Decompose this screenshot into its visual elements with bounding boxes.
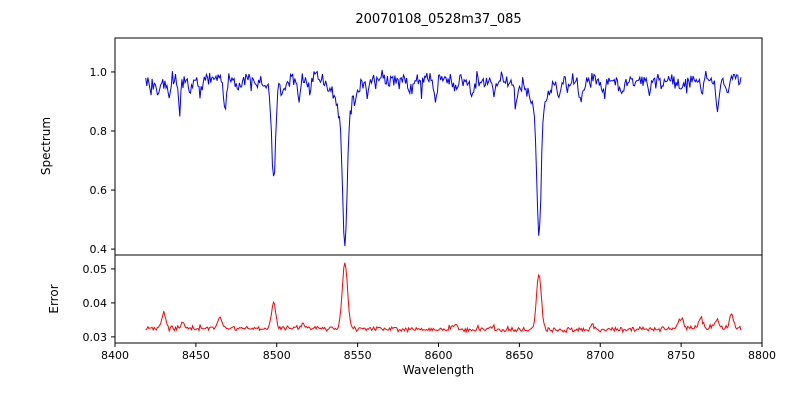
y-tick-label-error: 0.03 [83, 331, 108, 344]
x-tick-label: 8650 [505, 349, 533, 362]
y-tick-label-spectrum: 0.6 [90, 184, 108, 197]
x-axis-label: Wavelength [402, 363, 475, 377]
x-tick-label: 8600 [425, 349, 453, 362]
x-tick-label: 8400 [101, 349, 129, 362]
x-tick-label: 8450 [182, 349, 210, 362]
y-tick-label-error: 0.04 [83, 297, 108, 310]
y-tick-label-spectrum: 1.0 [90, 66, 108, 79]
x-tick-label: 8500 [263, 349, 291, 362]
spectrum-plot-box [114, 37, 763, 256]
y-tick-label-spectrum: 0.4 [90, 243, 108, 256]
x-tick-label: 8750 [667, 349, 695, 362]
y-tick-label-error: 0.05 [83, 263, 108, 276]
y-tick-label-spectrum: 0.8 [90, 125, 108, 138]
x-tick-label: 8550 [344, 349, 372, 362]
chart-title: 20070108_0528m37_085 [355, 12, 522, 27]
x-tick-label: 8700 [586, 349, 614, 362]
x-tick-label: 8800 [748, 349, 776, 362]
